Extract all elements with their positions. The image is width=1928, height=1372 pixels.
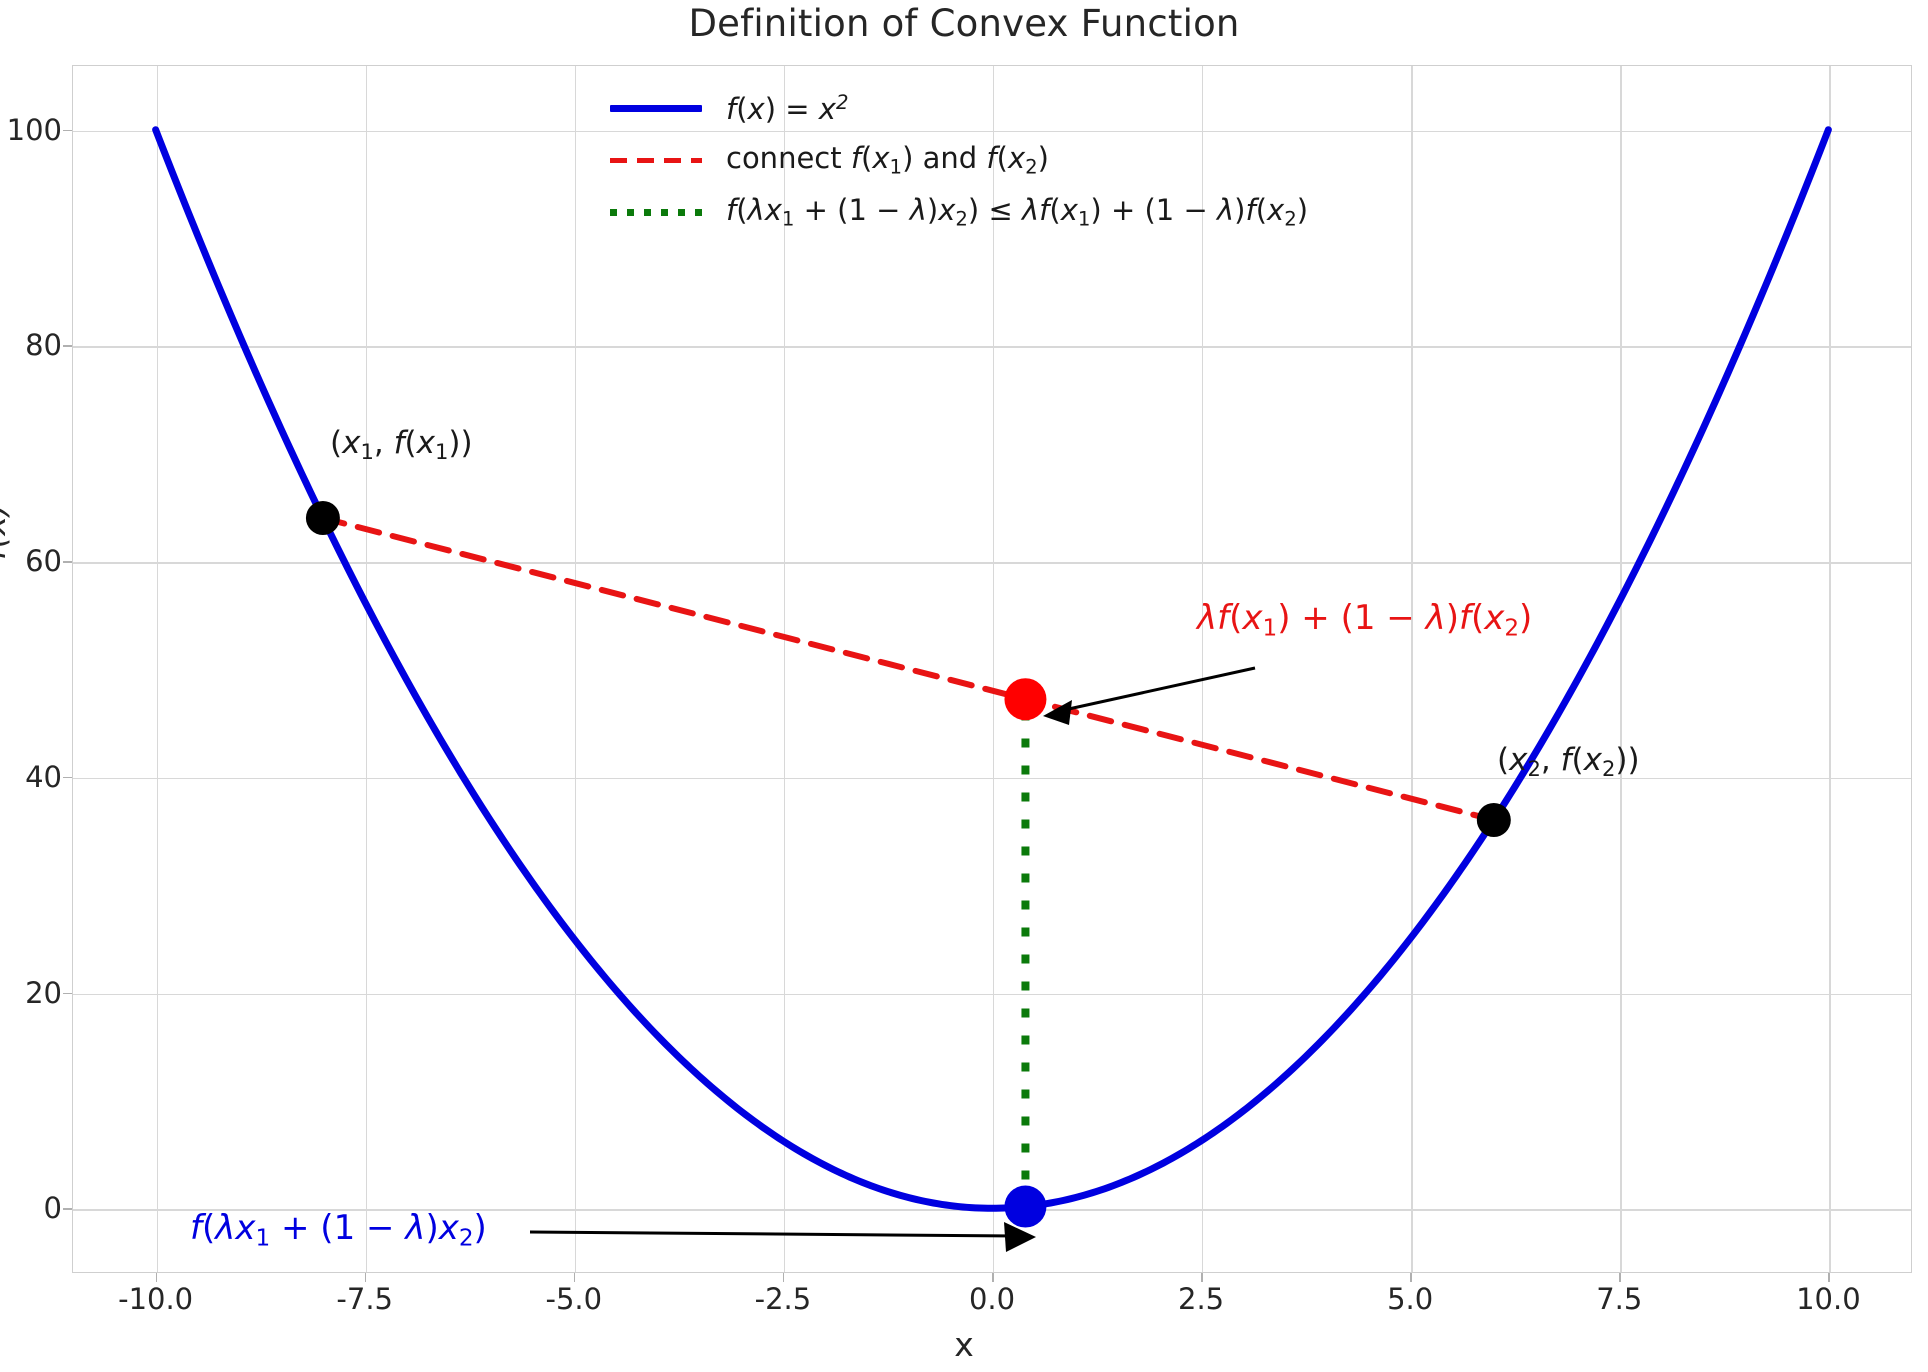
x-axis-label: x — [954, 1325, 974, 1364]
gridline-vertical — [1620, 66, 1622, 1272]
gridline-vertical — [1202, 66, 1204, 1272]
y-tick-label: 20 — [25, 975, 62, 1010]
gridline-vertical — [365, 66, 368, 1272]
x-tick-label: 5.0 — [1387, 1282, 1434, 1316]
gridline-vertical — [1829, 66, 1831, 1272]
gridline-horizontal — [73, 993, 1911, 995]
legend-item[interactable]: f(λx1 + (1 − λ)x2) ≤ λf(x1) + (1 − λ)f(x… — [610, 186, 1308, 238]
x-tick-mark — [992, 1273, 994, 1282]
legend-label: f(λx1 + (1 − λ)x2) ≤ λf(x1) + (1 − λ)f(x… — [726, 193, 1309, 231]
legend: f(x) = x2 connect f(x1) and f(x2) f(λx1 + … — [600, 76, 1318, 244]
x-tick-mark — [1619, 1273, 1621, 1282]
x-tick-label: 2.5 — [1178, 1282, 1225, 1316]
x-tick-mark — [155, 1273, 158, 1282]
x-tick-label: -10.0 — [118, 1282, 194, 1316]
x-tick-label: -5.0 — [545, 1282, 603, 1316]
x-tick-mark — [1828, 1273, 1830, 1282]
y-tick-label: 0 — [43, 1191, 62, 1226]
y-tick-mark — [63, 1208, 72, 1210]
x-tick-mark — [782, 1273, 785, 1282]
x-tick-mark — [573, 1273, 576, 1282]
gridline-horizontal — [73, 346, 1911, 348]
gridline-vertical — [1411, 66, 1413, 1272]
gridline-horizontal — [73, 562, 1911, 564]
annotation-curve-value: f(λx1 + (1 − λ)x2) — [190, 1208, 487, 1252]
y-tick-label: 60 — [25, 544, 62, 579]
legend-swatch-dotted-icon — [610, 201, 702, 223]
y-tick-mark — [63, 345, 72, 347]
y-tick-label: 100 — [6, 112, 62, 147]
y-tick-mark — [63, 129, 72, 132]
gridline-vertical — [993, 66, 995, 1272]
legend-label: f(x) = x2 — [726, 90, 849, 126]
legend-swatch-dashed-icon — [610, 149, 702, 171]
annotation-point-x2: (x2, f(x2)) — [1497, 742, 1640, 781]
y-tick-mark — [63, 776, 72, 779]
annotation-point-x1: (x1, f(x1)) — [330, 425, 473, 464]
gridline-vertical — [783, 66, 786, 1272]
x-tick-label: 10.0 — [1796, 1282, 1861, 1316]
x-tick-label: 0.0 — [968, 1282, 1016, 1316]
page-title: Definition of Convex Function — [688, 2, 1240, 45]
x-tick-label: -2.5 — [754, 1282, 812, 1316]
y-tick-mark — [63, 992, 72, 995]
y-tick-label: 80 — [25, 328, 62, 363]
x-tick-label: -7.5 — [336, 1282, 394, 1316]
y-tick-mark — [63, 561, 72, 563]
annotation-chord-value: λf(x1) + (1 − λ)f(x2) — [1197, 598, 1533, 642]
y-axis-label: f(x) — [0, 503, 13, 560]
plot-area — [72, 65, 1912, 1273]
legend-label: connect f(x1) and f(x2) — [726, 141, 1049, 179]
legend-item[interactable]: f(x) = x2 — [610, 82, 1308, 134]
x-tick-mark — [364, 1273, 367, 1282]
x-tick-mark — [1201, 1273, 1203, 1282]
gridline-vertical — [156, 66, 159, 1272]
x-tick-mark — [1410, 1273, 1412, 1282]
x-tick-label: 7.5 — [1596, 1282, 1643, 1316]
gridline-vertical — [574, 66, 577, 1272]
y-tick-label: 40 — [25, 759, 62, 794]
legend-item[interactable]: connect f(x1) and f(x2) — [610, 134, 1308, 186]
legend-swatch-solid-icon — [610, 97, 702, 119]
